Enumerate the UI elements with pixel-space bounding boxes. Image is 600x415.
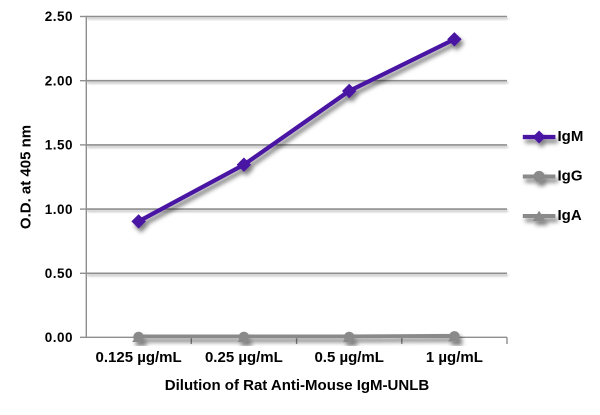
svg-text:IgA: IgA [558, 207, 582, 224]
svg-text:1 µg/mL: 1 µg/mL [426, 349, 483, 366]
svg-text:0.50: 0.50 [45, 266, 73, 281]
svg-text:0.125 µg/mL: 0.125 µg/mL [96, 349, 182, 366]
svg-text:2.50: 2.50 [45, 9, 73, 24]
svg-text:O.D. at 405 nm: O.D. at 405 nm [18, 125, 35, 229]
svg-text:IgM: IgM [558, 128, 584, 145]
svg-text:0.25 µg/mL: 0.25 µg/mL [205, 349, 283, 366]
svg-text:0.00: 0.00 [45, 330, 73, 345]
svg-text:Dilution of Rat Anti-Mouse IgM: Dilution of Rat Anti-Mouse IgM-UNLB [165, 377, 430, 394]
svg-text:1.00: 1.00 [45, 202, 73, 217]
svg-text:0.5 µg/mL: 0.5 µg/mL [314, 349, 384, 366]
svg-text:1.50: 1.50 [45, 138, 73, 153]
svg-text:IgG: IgG [558, 168, 583, 185]
svg-text:2.00: 2.00 [45, 73, 73, 88]
